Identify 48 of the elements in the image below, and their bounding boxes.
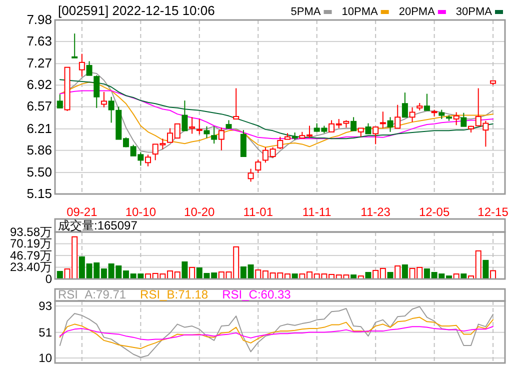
bar xyxy=(182,261,188,280)
y-tick-label: 6.92 xyxy=(26,77,52,92)
x-tick-label: 11-01 xyxy=(243,205,274,219)
y-tick-label: 7.63 xyxy=(26,34,52,49)
y-tick-label: 93 xyxy=(38,299,52,314)
y-tick-label: 70.19万 xyxy=(10,236,52,251)
bar xyxy=(56,270,63,280)
x-tick-label: 10-10 xyxy=(125,205,156,219)
x-tick-label: 12-05 xyxy=(418,205,450,219)
x-tick-label: 10-20 xyxy=(184,205,216,219)
bar xyxy=(402,264,408,280)
candlestick xyxy=(100,91,107,108)
y-tick-label: 10 xyxy=(38,350,52,365)
y-tick-label: 51 xyxy=(38,325,52,340)
text: RSI_B:71.18 xyxy=(140,288,208,302)
y-tick-label: 46.79万 xyxy=(10,248,52,262)
line-series xyxy=(59,316,494,350)
legend-label: 30PMA xyxy=(456,6,493,18)
y-tick-label: 6.57 xyxy=(26,98,52,114)
x-tick-label: 11-23 xyxy=(360,205,391,219)
candlestick xyxy=(387,116,394,132)
y-tick-label: 6.21 xyxy=(26,120,52,136)
line-series xyxy=(59,306,494,358)
x-tick-label: 11-11 xyxy=(302,205,332,219)
x-tick-label: 12-15 xyxy=(478,205,509,219)
y-tick-label: 0 xyxy=(45,272,52,286)
bar xyxy=(189,266,196,280)
candlestick xyxy=(189,116,196,134)
y-tick-label: 5.86 xyxy=(26,142,52,158)
y-tick-label: 5.50 xyxy=(26,164,52,180)
line-series xyxy=(59,326,494,340)
legend-label: 5PMA xyxy=(290,6,322,18)
candlestick xyxy=(226,120,232,129)
y-tick-label: 7.27 xyxy=(26,56,52,71)
y-tick-label: 23.40万 xyxy=(10,260,52,274)
x-tick-label: 09-21 xyxy=(66,205,98,219)
y-tick-label: 5.15 xyxy=(26,186,52,201)
chart-title: 成交量:165097 xyxy=(58,218,138,232)
text: RSI_C:60.33 xyxy=(222,288,292,302)
bar xyxy=(394,265,401,280)
chart-title: [002591] 2022-12-15 10:06 xyxy=(58,3,215,18)
bar xyxy=(482,260,489,280)
series-label: RSI_A:79.71 xyxy=(58,288,126,302)
legend-label: 20PMA xyxy=(398,6,436,18)
y-tick-label: 7.98 xyxy=(26,12,52,27)
bar xyxy=(490,270,496,280)
y-tick-label: 93.58万 xyxy=(10,225,52,239)
legend-label: 10PMA xyxy=(342,6,378,18)
